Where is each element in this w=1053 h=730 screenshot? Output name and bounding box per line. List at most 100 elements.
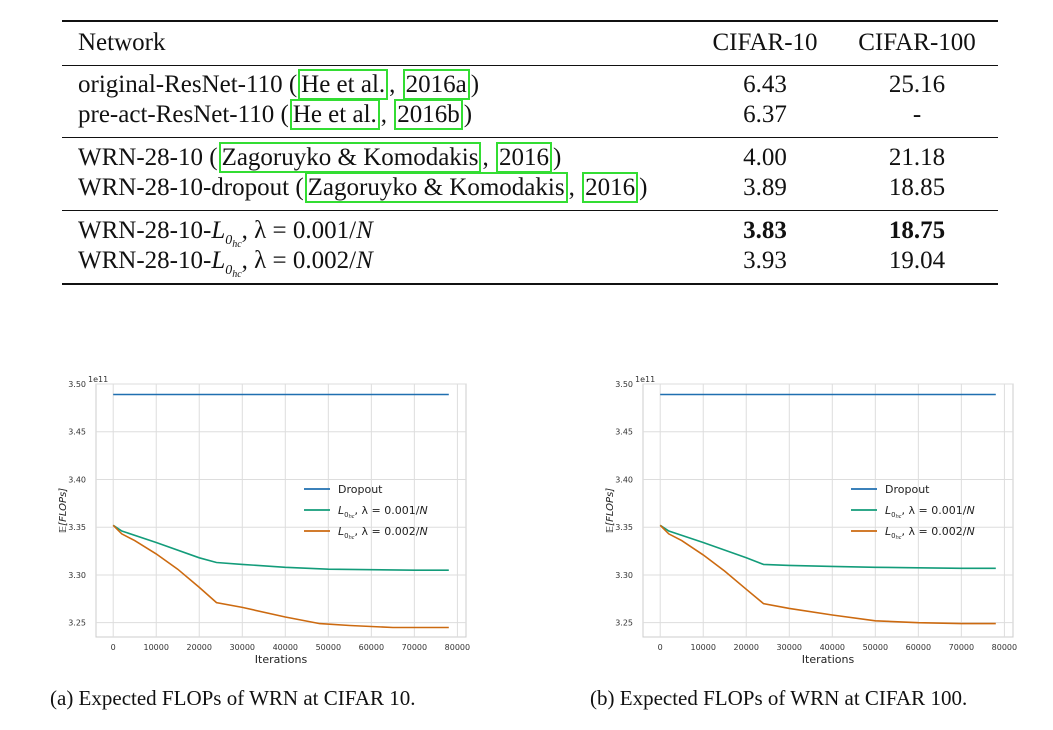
cifar100-value: 21.18 [888,144,946,171]
legend-label: Dropout [885,483,930,496]
y-tick-label: 3.40 [68,475,86,484]
row-sep: , [380,101,394,128]
citation-link[interactable]: Zagoruyko & Komodakis [304,172,568,203]
citation-link[interactable]: 2016b [394,99,463,130]
cifar10-value: 3.93 [743,247,787,274]
cifar10-value: 6.37 [743,101,787,128]
x-tick-label: 0 [658,643,663,652]
table-row: original-ResNet-110 (He et al., 2016a) [78,69,480,100]
cifar10-value-best: 3.83 [743,217,787,244]
row-prefix: WRN-28-10- [78,247,212,274]
table-row: WRN-28-10 (Zagoruyko & Komodakis, 2016) [78,142,562,173]
y-tick-label: 3.45 [615,428,633,437]
table-group-rule [62,210,998,211]
y-tick-label: 3.40 [615,475,633,484]
series-line-3 [112,524,449,629]
flops-chart-cifar100: 0 10000 20000 30000 40000 50000 60000 70000 8000… [597,372,1027,672]
table-top-rule [62,20,998,22]
header-network: Network [78,29,166,56]
axis-offset-label: 1e11 [88,375,108,384]
table-row: WRN-28-10-L0hc, λ = 0.002/N [78,246,373,290]
axis-offset-label: 1e11 [635,375,655,384]
cifar100-value-best: 18.75 [888,217,946,244]
cifar100-value: 18.85 [888,174,946,201]
flops-chart-cifar100-svg: 0 10000 20000 30000 40000 50000 60000 70000 8000… [605,375,1017,666]
row-suffix: ) [463,101,473,128]
row-suffix: ) [552,144,562,171]
x-tick-label: 50000 [863,643,888,652]
table-row: WRN-28-10-dropout (Zagoruyko & Komodakis… [78,172,648,203]
x-tick-label: 50000 [316,643,341,652]
y-tick-label: 3.50 [68,380,86,389]
results-table: Network CIFAR-10 CIFAR-100 original-ResN… [62,20,998,286]
x-tick-label: 80000 [992,643,1017,652]
row-suffix: ) [639,174,648,201]
x-tick-label: 20000 [734,643,759,652]
math-lambda: , λ = 0.001/ [241,217,357,244]
legend-label: Dropout [338,483,383,496]
y-tick-label: 3.35 [615,523,633,532]
math-N: N [356,247,373,274]
y-tick-label: 3.25 [615,619,633,628]
x-tick-label: 70000 [402,643,427,652]
citation-link[interactable]: 2016 [495,142,552,173]
math-subhc: hc [232,269,242,280]
row-sep: , [389,71,402,98]
flops-chart-cifar10-svg: 0 10000 20000 30000 40000 50000 60000 70000 8000… [58,375,470,666]
x-tick-label: 0 [111,643,116,652]
y-tick-label: 3.30 [615,571,633,580]
x-tick-label: 40000 [273,643,298,652]
table-bottom-rule [62,283,998,285]
citation-link[interactable]: 2016 [582,172,639,203]
citation-link[interactable]: Zagoruyko & Komodakis [218,142,482,173]
row-prefix: original-ResNet-110 ( [78,71,298,98]
x-tick-label: 30000 [777,643,802,652]
header-cifar100: CIFAR-100 [858,29,976,56]
y-tick-label: 3.35 [68,523,86,532]
math-N: N [356,217,373,244]
x-tick-label: 40000 [820,643,845,652]
cifar100-value: 19.04 [888,247,946,274]
math-L: L [211,247,226,274]
x-tick-label: 60000 [906,643,931,652]
math-L: L [211,217,226,244]
citation-link[interactable]: He et al. [298,69,389,100]
x-axis-label: Iterations [802,653,855,666]
y-axis-label: 𝔼[FLOPs] [605,488,616,533]
y-tick-label: 3.50 [615,380,633,389]
header-cifar10: CIFAR-10 [712,29,818,56]
row-prefix: WRN-28-10- [78,217,212,244]
series-line-3 [659,524,996,625]
y-tick-label: 3.30 [68,571,86,580]
flops-chart-cifar10: 0 10000 20000 30000 40000 50000 60000 70000 8000… [50,372,480,672]
plot-area [95,383,467,638]
series-line-2 [112,524,449,571]
x-tick-label: 60000 [359,643,384,652]
y-axis-label: 𝔼[FLOPs] [58,488,69,533]
math-lambda: , λ = 0.002/ [241,247,357,274]
table-row: WRN-28-10-L0hc, λ = 0.001/N [78,216,373,260]
cifar10-value: 6.43 [743,71,787,98]
x-tick-label: 80000 [445,643,470,652]
chart-legend: Dropout L0hc, λ = 0.001/N L0hc, λ = 0.002/… [851,483,975,541]
cifar10-value: 3.89 [743,174,787,201]
row-prefix: WRN-28-10 ( [78,144,218,171]
x-tick-label: 70000 [949,643,974,652]
citation-link[interactable]: He et al. [289,99,380,130]
x-axis-label: Iterations [255,653,308,666]
row-suffix: ) [470,71,480,98]
x-tick-label: 10000 [691,643,716,652]
series-line-2 [659,524,996,570]
citation-link[interactable]: 2016a [402,69,470,100]
legend-label: L0hc, λ = 0.002/N [338,525,428,541]
cifar100-value: - [912,101,922,128]
table-group-rule [62,137,998,138]
row-sep: , [568,174,582,201]
cifar10-value: 4.00 [743,144,787,171]
legend-label: L0hc, λ = 0.001/N [885,504,975,520]
x-tick-label: 30000 [230,643,255,652]
table-header-rule [62,65,998,66]
caption-a: (a) Expected FLOPs of WRN at CIFAR 10. [50,686,416,710]
math-subhc: hc [232,239,242,250]
legend-label: L0hc, λ = 0.001/N [338,504,428,520]
